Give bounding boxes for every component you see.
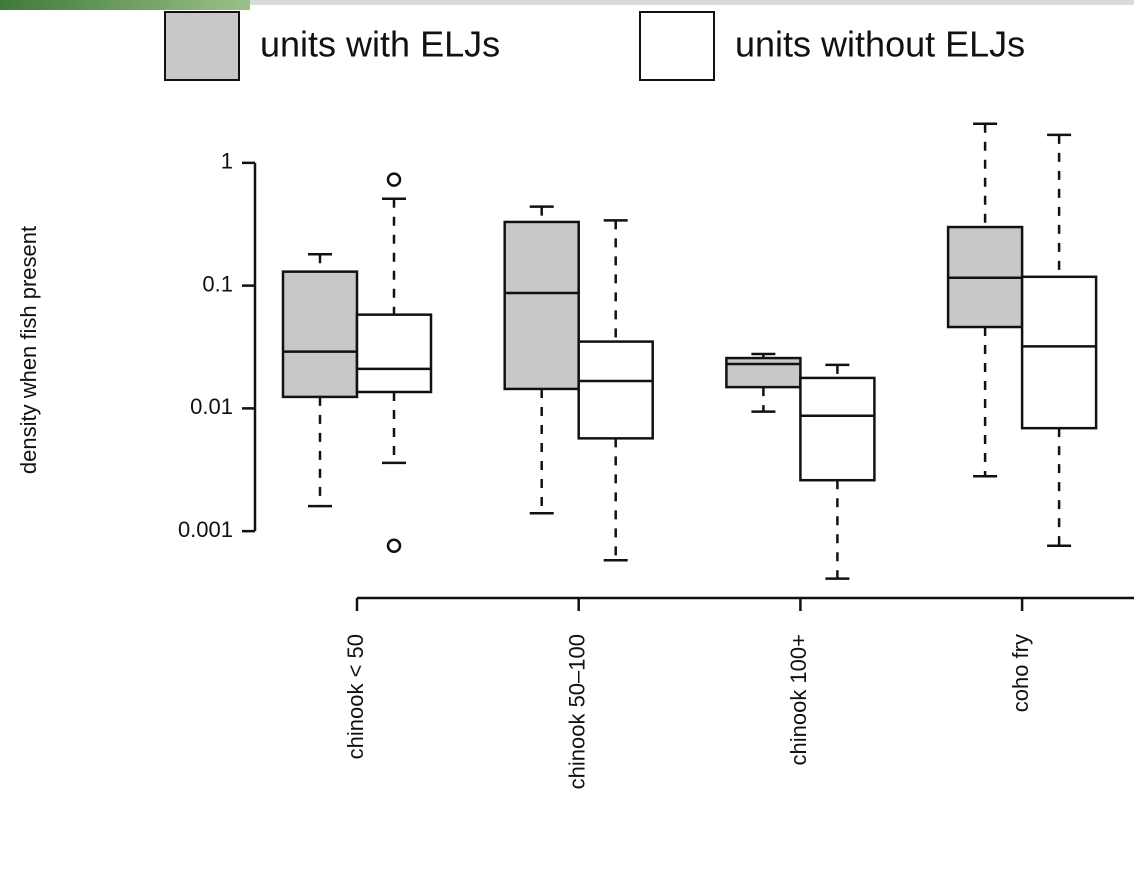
box xyxy=(503,220,580,391)
legend-swatch xyxy=(639,11,715,81)
box xyxy=(355,313,433,394)
box xyxy=(577,340,654,440)
y-axis-label: density when fish present xyxy=(16,226,41,474)
x-tick-label: chinook < 50 xyxy=(343,634,368,759)
box xyxy=(1020,275,1098,430)
box xyxy=(281,270,359,399)
x-tick-label: chinook 50–100 xyxy=(565,634,590,789)
outlier xyxy=(386,172,402,187)
y-tick-label: 0.1 xyxy=(202,271,233,296)
legend-swatch xyxy=(164,11,240,81)
box xyxy=(799,376,876,482)
outlier xyxy=(386,538,402,554)
legend-label: units with ELJs xyxy=(260,24,500,65)
x-tick-label: chinook 100+ xyxy=(786,634,811,766)
y-tick-label: 1 xyxy=(221,149,233,174)
x-tick-label: coho fry xyxy=(1008,634,1033,712)
y-tick-label: 0.01 xyxy=(190,394,233,419)
legend-label: units without ELJs xyxy=(735,24,1025,65)
box xyxy=(725,356,802,389)
decorative-strip xyxy=(250,0,1134,5)
y-tick-label: 0.001 xyxy=(178,517,233,542)
decorative-strip xyxy=(0,0,250,10)
